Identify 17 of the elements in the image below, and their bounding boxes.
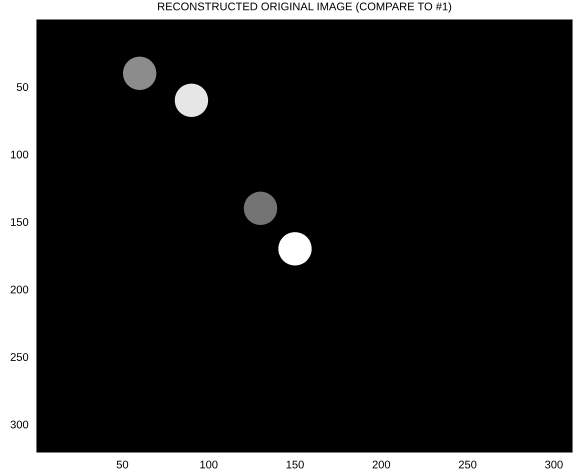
point xyxy=(123,56,156,90)
x-tick-label: 50 xyxy=(116,460,128,468)
y-tick-label: 50 xyxy=(16,83,28,91)
x-tick-label: 150 xyxy=(286,460,304,468)
y-tick-label: 250 xyxy=(10,353,28,361)
x-tick-label: 300 xyxy=(545,460,563,468)
y-tick-label: 200 xyxy=(10,286,28,294)
chart-title: RECONSTRUCTED ORIGINAL IMAGE (COMPARE TO #1) xyxy=(158,2,452,13)
y-tick-label: 100 xyxy=(10,150,28,158)
point xyxy=(174,84,208,117)
x-tick-label: 100 xyxy=(200,460,218,468)
point xyxy=(278,232,312,266)
point xyxy=(244,192,278,225)
x-tick-label: 200 xyxy=(372,460,390,468)
y-tick-label: 300 xyxy=(10,420,28,428)
y-tick-label: 150 xyxy=(10,218,28,226)
x-tick-label: 250 xyxy=(458,460,476,468)
